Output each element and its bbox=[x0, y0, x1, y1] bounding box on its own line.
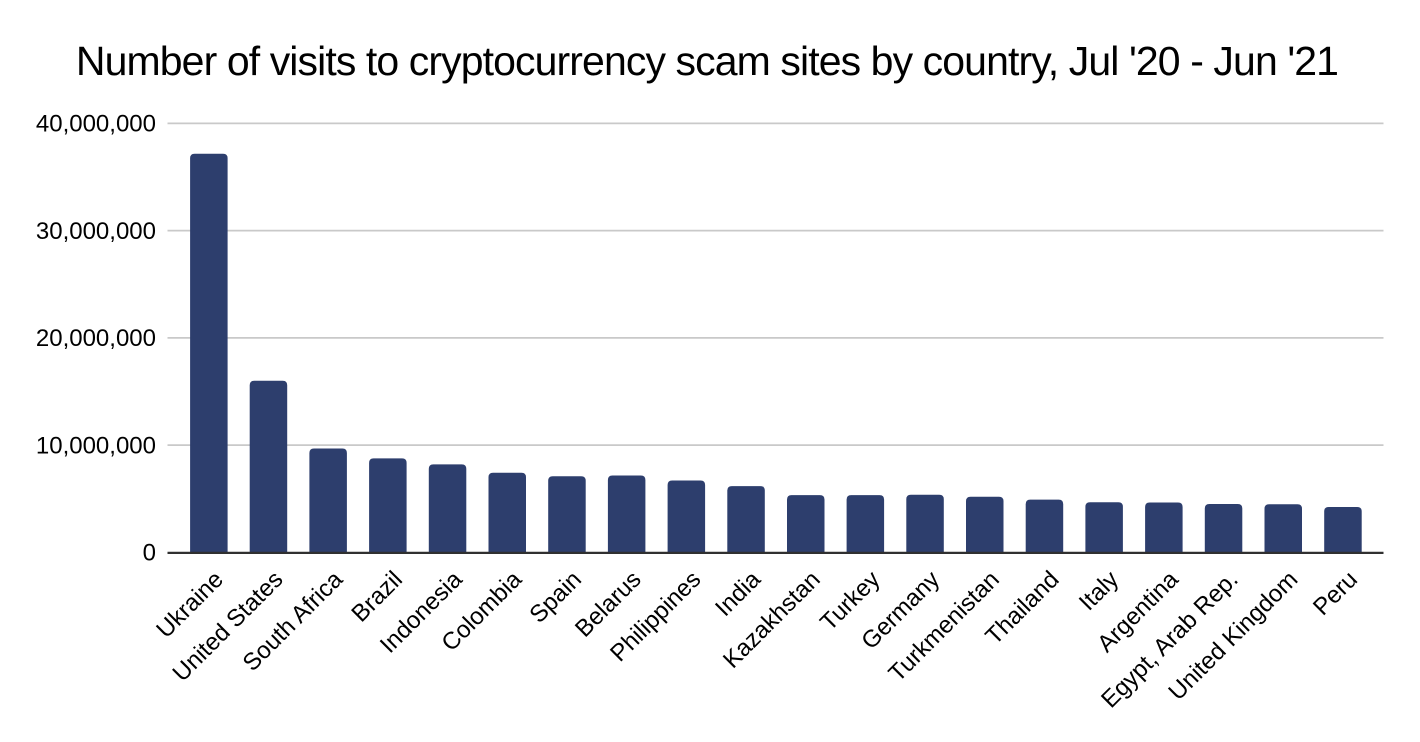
svg-text:0: 0 bbox=[143, 540, 156, 567]
svg-text:40,000,000: 40,000,000 bbox=[36, 111, 156, 138]
svg-text:10,000,000: 10,000,000 bbox=[36, 432, 156, 459]
svg-text:30,000,000: 30,000,000 bbox=[36, 218, 156, 245]
svg-text:Number of visits to cryptocurr: Number of visits to cryptocurrency scam … bbox=[76, 38, 1338, 84]
svg-text:20,000,000: 20,000,000 bbox=[36, 325, 156, 352]
